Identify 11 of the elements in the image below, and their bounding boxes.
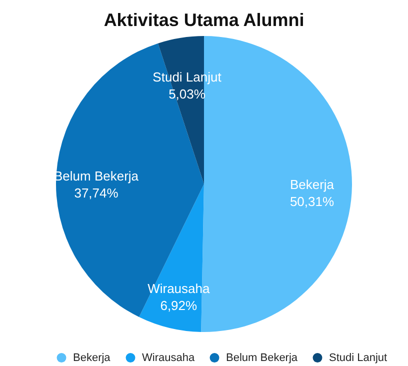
legend-label: Bekerja: [73, 352, 112, 364]
data-label: 5,03%: [168, 86, 206, 102]
data-label: 6,92%: [160, 298, 198, 313]
data-label: 37,74%: [74, 186, 119, 201]
legend-label: Belum Bekerja: [226, 352, 298, 364]
chart-title: Aktivitas Utama Alumni: [104, 10, 304, 30]
data-label: 50,31%: [290, 194, 334, 210]
legend-label: Wirausaha: [142, 352, 196, 364]
slice-label: Wirausaha: [148, 280, 210, 296]
legend-label: Studi Lanjut: [329, 352, 388, 364]
slice-label: Bekerja: [290, 177, 335, 192]
